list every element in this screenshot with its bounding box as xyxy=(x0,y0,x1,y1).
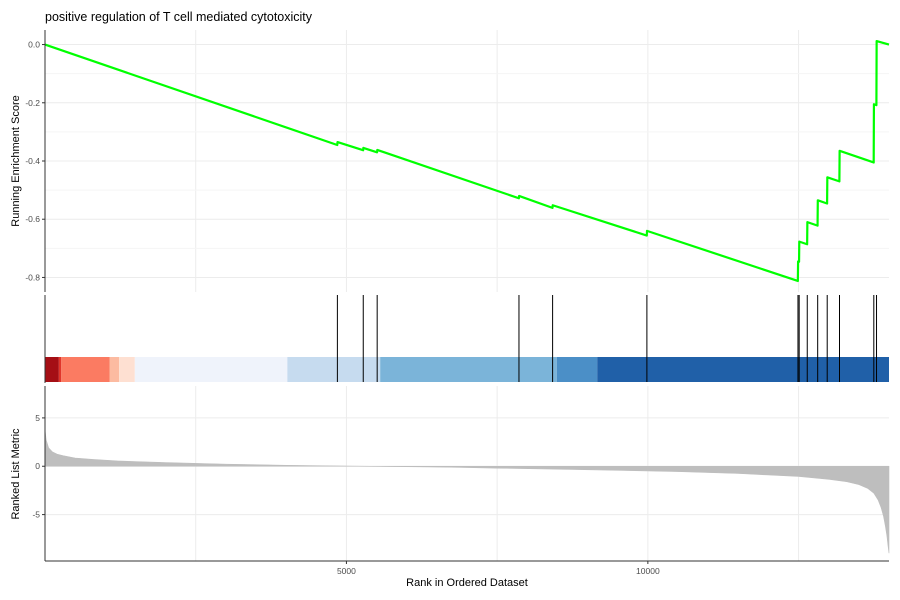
y-tick-label-metric: 5 xyxy=(35,413,40,423)
y-axis-label-metric: Ranked List Metric xyxy=(10,428,22,520)
y-tick-label-metric: -5 xyxy=(32,510,40,520)
heat-band xyxy=(380,357,557,382)
y-tick-label-es: -0.2 xyxy=(25,98,40,108)
grid-layer xyxy=(45,30,889,561)
rank-heatmap xyxy=(45,357,889,382)
chart-title: positive regulation of T cell mediated c… xyxy=(45,10,313,24)
y-tick-label-es: 0.0 xyxy=(28,40,40,50)
x-axis-label: Rank in Ordered Dataset xyxy=(406,577,528,589)
running-es-polyline xyxy=(44,39,890,283)
x-tick-label: 5000 xyxy=(337,566,356,576)
ranked-metric-fill xyxy=(44,429,890,554)
y-tick-label-es: -0.4 xyxy=(25,156,40,166)
heat-band xyxy=(287,357,381,382)
y-tick-label-metric: 0 xyxy=(35,461,40,471)
heat-band xyxy=(119,357,135,382)
ranked-metric-area xyxy=(44,429,890,554)
heat-band xyxy=(597,357,889,382)
heat-band xyxy=(134,357,288,382)
axes-layer xyxy=(42,30,889,564)
running-es-line xyxy=(44,39,890,283)
heat-band xyxy=(109,357,120,382)
heat-band xyxy=(61,357,110,382)
y-axis-label-es: Running Enrichment Score xyxy=(10,95,22,226)
tick-labels: 0.0 -0.2 -0.4 -0.6 -0.8 5 0 -5 5000 10000 xyxy=(25,40,660,576)
y-tick-label-es: -0.6 xyxy=(25,214,40,224)
heat-band xyxy=(45,357,59,382)
gene-hit-marks xyxy=(336,295,878,382)
x-tick-label: 10000 xyxy=(636,566,660,576)
heat-band xyxy=(556,357,598,382)
y-tick-label-es: -0.8 xyxy=(25,272,40,282)
heat-band xyxy=(58,357,62,382)
